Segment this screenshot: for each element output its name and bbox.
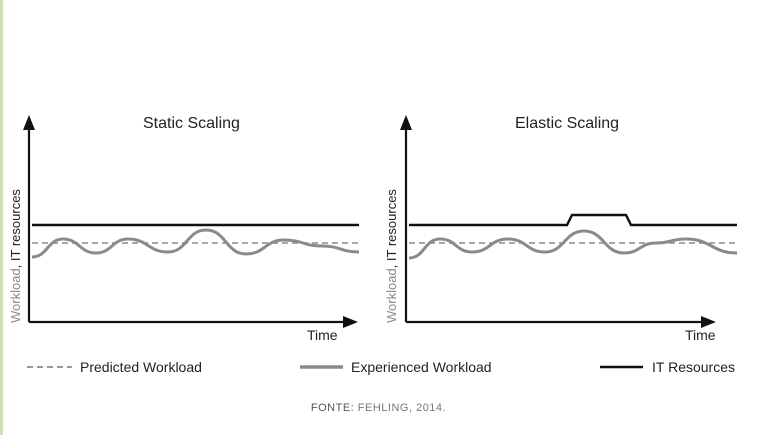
elastic-panel (400, 115, 738, 328)
elastic-experienced-workload (408, 229, 738, 260)
legend-predicted-label: Predicted Workload (80, 359, 202, 375)
static-y-label-sep: , (8, 261, 23, 269)
static-experienced-workload (31, 228, 360, 259)
static-y-label: Workload, IT resources (8, 189, 23, 323)
elastic-it-resources (409, 213, 737, 227)
static-panel (23, 115, 360, 328)
page-left-rule (0, 0, 3, 435)
elastic-y-label: Workload, IT resources (384, 189, 399, 323)
elastic-y-label-resources: IT resources (384, 189, 399, 262)
elastic-x-label: Time (685, 327, 716, 343)
source-text: FEHLING, 2014. (354, 402, 447, 414)
elastic-y-label-sep: , (384, 261, 399, 269)
legend-experienced-label: Experienced Workload (351, 359, 492, 375)
source-citation: FONTE: FEHLING, 2014. (0, 402, 757, 414)
static-x-label: Time (307, 327, 338, 343)
legend-it-resources-label: IT Resources (652, 359, 735, 375)
static-panel-title: Static Scaling (143, 115, 240, 132)
elastic-y-arrow (400, 115, 412, 130)
static-y-arrow (23, 115, 35, 130)
static-x-arrow (343, 316, 358, 328)
elastic-x-arrow (701, 316, 716, 328)
elastic-y-label-workload: Workload (384, 268, 399, 323)
static-y-label-resources: IT resources (8, 189, 23, 262)
static-y-label-workload: Workload (8, 268, 23, 323)
source-key: FONTE: (310, 402, 355, 414)
elastic-panel-title: Elastic Scaling (515, 115, 620, 132)
